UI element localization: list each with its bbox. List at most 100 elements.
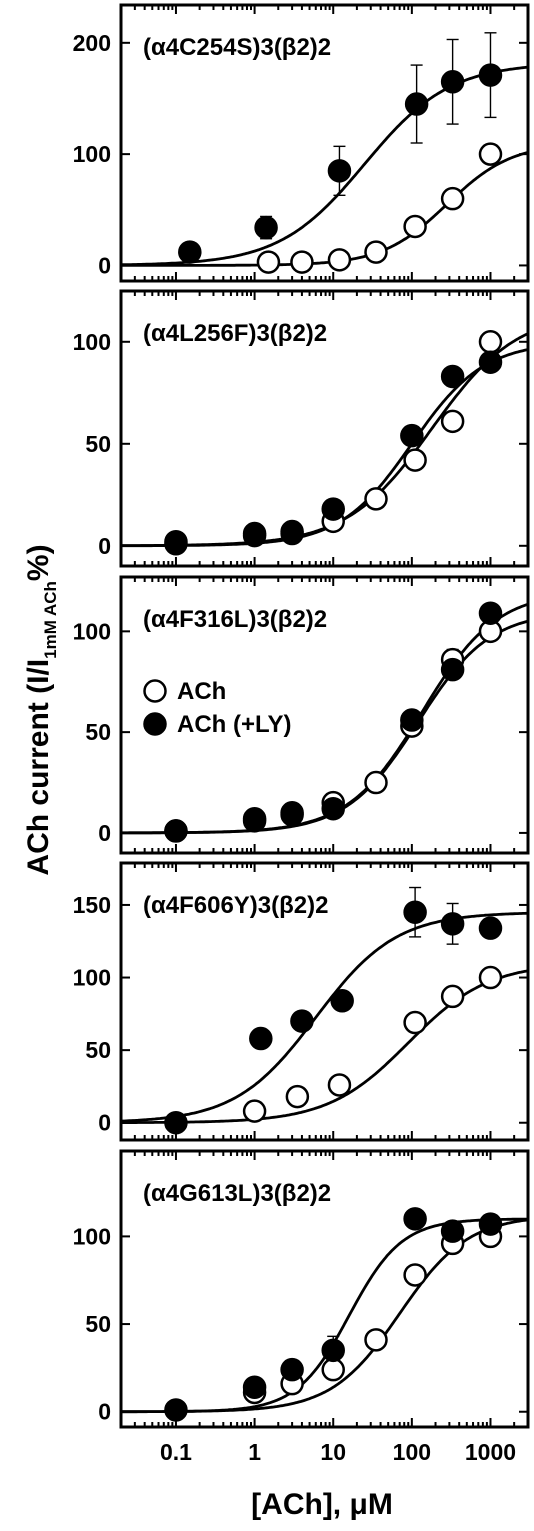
data-point-ach bbox=[321, 1357, 345, 1382]
data-point-ach-ly bbox=[321, 497, 345, 521]
panel-frame bbox=[119, 3, 530, 283]
y-tick-label: 0 bbox=[98, 533, 111, 559]
data-point-ach bbox=[403, 1010, 427, 1035]
data-point-ach-ly bbox=[290, 1009, 314, 1033]
y-tick-label: 100 bbox=[73, 965, 111, 991]
panel-frame bbox=[119, 289, 530, 568]
panel-title: (α4G613L)3(β2)2 bbox=[143, 1180, 331, 1207]
data-point-ach bbox=[327, 1073, 352, 1097]
panel-4: 0 50 100 150 (α4F606Y)3(β2)2 bbox=[73, 861, 530, 1142]
data-point-ach-ly bbox=[164, 1398, 188, 1422]
data-point-ach-ly bbox=[478, 916, 503, 940]
y-tick-label: 50 bbox=[85, 1037, 111, 1063]
data-point-ach bbox=[403, 1263, 427, 1287]
panel-title: (α4F316L)3(β2)2 bbox=[143, 606, 327, 633]
data-point-ach bbox=[256, 250, 281, 274]
fit-curve-ach-ly bbox=[121, 1217, 528, 1414]
data-point-ach bbox=[285, 1084, 310, 1109]
x-tick-label: 1000 bbox=[465, 1439, 516, 1465]
data-point-ach-ly bbox=[249, 1026, 273, 1051]
data-point-ach-ly bbox=[440, 70, 465, 94]
data-point-ach-ly bbox=[478, 350, 503, 374]
data-point-ach-ly bbox=[280, 803, 304, 827]
data-point-ach-ly bbox=[403, 900, 427, 924]
data-point-ach-ly bbox=[242, 809, 267, 833]
panel-5: 0 50 100 (α4G613L)3(β2)2 bbox=[73, 1149, 530, 1429]
x-axis-title: [ACh], μM bbox=[251, 1488, 393, 1521]
panel-title: (α4L256F)3(β2)2 bbox=[143, 320, 327, 347]
y-tick-label: 0 bbox=[98, 1399, 111, 1425]
legend-label: ACh (+LY) bbox=[177, 711, 291, 738]
legend-marker bbox=[143, 679, 167, 703]
y-tick-label: 0 bbox=[98, 252, 111, 278]
x-tick-label: 100 bbox=[393, 1439, 431, 1465]
data-point-ach bbox=[440, 984, 465, 1009]
data-point-ach-ly bbox=[164, 532, 188, 556]
data-point-ach-ly bbox=[440, 364, 465, 389]
y-axis-title: ACh current (I/I1mM ACh%) bbox=[22, 544, 60, 875]
data-point-ach-ly bbox=[440, 912, 465, 936]
panel-title: (α4F606Y)3(β2)2 bbox=[143, 892, 328, 919]
y-tick-label: 50 bbox=[85, 1311, 111, 1337]
data-point-ach-ly bbox=[254, 215, 278, 240]
x-tick-label: 0.1 bbox=[160, 1439, 192, 1465]
data-point-ach-ly bbox=[440, 657, 465, 682]
legend-marker bbox=[143, 712, 167, 736]
data-point-ach bbox=[478, 142, 503, 166]
data-point-ach bbox=[364, 770, 388, 795]
data-point-ach bbox=[478, 965, 503, 990]
data-point-ach-ly bbox=[242, 523, 267, 548]
data-point-ach bbox=[364, 487, 388, 511]
data-point-ach bbox=[364, 240, 388, 264]
fit-curve-ach bbox=[121, 1218, 528, 1414]
data-point-ach bbox=[327, 248, 352, 272]
panel-3: 0 50 100 (α4F316L)3(β2)2 ACh ACh (+LY) bbox=[73, 575, 530, 855]
panel-frame bbox=[119, 575, 530, 855]
y-tick-label: 50 bbox=[85, 719, 111, 745]
x-tick-label: 1 bbox=[248, 1439, 261, 1465]
panel-title: (α4C254S)3(β2)2 bbox=[143, 34, 331, 61]
y-axis-title-end: %) bbox=[22, 544, 55, 581]
data-point-ach bbox=[364, 1328, 388, 1352]
y-tick-label: 100 bbox=[73, 329, 111, 355]
panel-frame bbox=[119, 1149, 530, 1429]
data-point-ach bbox=[440, 409, 465, 434]
panel-2: 0 50 100 (α4L256F)3(β2)2 bbox=[73, 289, 530, 568]
data-point-ach-ly bbox=[280, 1357, 304, 1382]
data-point-ach-ly bbox=[478, 601, 503, 625]
panel-frame bbox=[119, 861, 530, 1142]
data-point-ach-ly bbox=[403, 1207, 427, 1231]
panels-group: 0 100 200 (α4C254S)3(β2)2 0 50 100 (α4L256F)3(β… bbox=[73, 3, 530, 1429]
data-point-ach bbox=[478, 330, 503, 354]
fit-curve-ach bbox=[121, 969, 528, 1124]
y-axis-title-main: ACh current (I/I bbox=[22, 659, 55, 876]
data-point-ach-ly bbox=[321, 796, 345, 821]
y-tick-label: 150 bbox=[73, 892, 111, 918]
data-point-ach-ly bbox=[321, 1338, 345, 1363]
y-tick-label: 50 bbox=[85, 431, 111, 457]
y-tick-label: 0 bbox=[98, 820, 111, 846]
fit-curve-ach-ly bbox=[121, 911, 528, 1123]
data-point-ach-ly bbox=[404, 92, 429, 116]
data-point-ach bbox=[403, 214, 427, 239]
x-axis-tick-labels: 0.1 1 10 100 1000 bbox=[160, 1439, 516, 1465]
y-tick-label: 0 bbox=[98, 1110, 111, 1136]
data-point-ach-ly bbox=[400, 423, 424, 448]
data-point-ach bbox=[403, 448, 427, 472]
data-point-ach-ly bbox=[164, 1110, 188, 1135]
data-point-ach-ly bbox=[327, 159, 352, 183]
data-point-ach bbox=[290, 250, 314, 274]
data-point-ach-ly bbox=[478, 1212, 503, 1236]
y-tick-label: 100 bbox=[73, 618, 111, 644]
data-point-ach-ly bbox=[280, 521, 304, 546]
x-tick-label: 10 bbox=[320, 1439, 346, 1465]
data-point-ach-ly bbox=[164, 819, 188, 843]
data-point-ach bbox=[440, 186, 465, 211]
data-point-ach-ly bbox=[242, 1375, 267, 1399]
y-tick-label: 100 bbox=[73, 141, 111, 167]
panel-1: 0 100 200 (α4C254S)3(β2)2 bbox=[73, 3, 530, 283]
y-axis-title-subscript: 1mM ACh bbox=[41, 581, 60, 659]
data-point-ach bbox=[242, 1099, 267, 1123]
fit-curve-ach-ly bbox=[121, 65, 528, 267]
y-tick-label: 100 bbox=[73, 1223, 111, 1249]
